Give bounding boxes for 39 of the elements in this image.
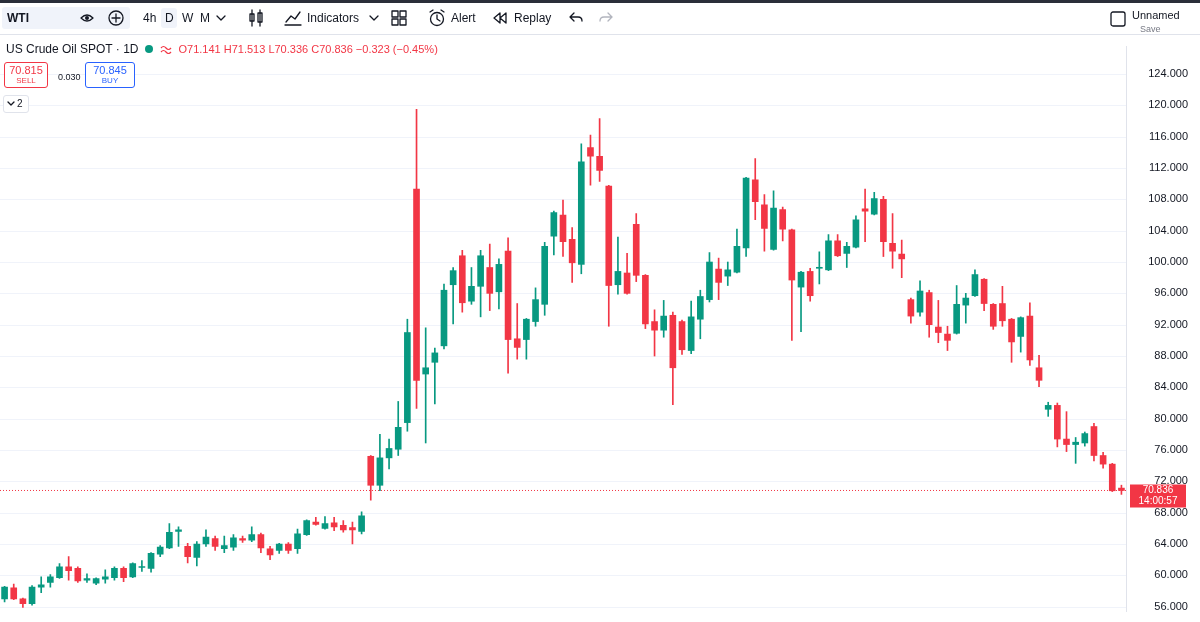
text: Indicators <box>307 11 360 25</box>
y-tick-label: 92.000 <box>1154 317 1188 330</box>
annotation: 0.030 <box>58 71 81 84</box>
text: Unnamed <box>1132 8 1180 22</box>
annotation: SELL <box>15 76 37 86</box>
candlestick <box>816 251 823 285</box>
y-tick-label: 76.000 <box>1154 443 1188 456</box>
text: D <box>165 11 174 25</box>
y-tick-label: 80.000 <box>1154 411 1188 424</box>
y-tick-label: 120.000 <box>1148 98 1188 111</box>
y-tick-label: 88.000 <box>1154 349 1188 362</box>
text: Save <box>1140 23 1161 36</box>
y-tick-label: 124.000 <box>1148 67 1188 80</box>
text: Replay <box>514 11 552 25</box>
y-tick-label: 64.000 <box>1154 537 1188 550</box>
y-tick-label: 72.000 <box>1154 474 1188 487</box>
y-tick-label: 96.000 <box>1154 286 1188 299</box>
y-tick-label: 56.000 <box>1154 599 1188 612</box>
y-tick-label: 84.000 <box>1154 380 1188 393</box>
y-tick-label: 60.000 <box>1154 568 1188 581</box>
y-tick-label: 116.000 <box>1149 129 1188 142</box>
annotation: 70.845 <box>92 64 128 76</box>
chart-subtitle: O71.141 H71.513 L70.336 C70.836 −0.323 (−0.45%) <box>178 43 438 55</box>
annotation: 70.815 <box>8 64 44 76</box>
text: Alert <box>451 11 476 25</box>
chart-title: US Crude Oil SPOT · 1D <box>6 42 139 56</box>
text: M <box>200 11 210 25</box>
text: W <box>182 11 194 25</box>
text: WTI <box>7 11 29 25</box>
y-tick-label: 108.000 <box>1148 192 1188 205</box>
annotation: 2 <box>17 97 23 111</box>
ref-line-label: 70.836 <box>1142 484 1174 496</box>
y-tick-label: 100.000 <box>1148 255 1188 268</box>
y-tick-label: 68.000 <box>1154 505 1188 518</box>
annotation: BUY <box>100 76 120 86</box>
text: 4h <box>143 11 157 25</box>
y-tick-label: 112.000 <box>1149 161 1188 174</box>
y-tick-label: 104.000 <box>1148 223 1188 236</box>
text: 14:00:57 <box>1138 495 1178 507</box>
